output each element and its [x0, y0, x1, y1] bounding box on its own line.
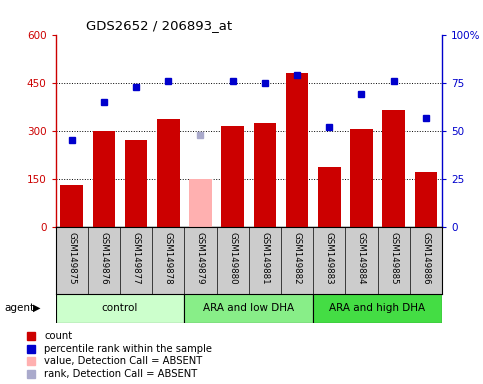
- Text: ▶: ▶: [32, 303, 40, 313]
- Text: GSM149880: GSM149880: [228, 232, 237, 285]
- Bar: [313, 294, 442, 323]
- Text: ARA and high DHA: ARA and high DHA: [329, 303, 426, 313]
- Bar: [383, 110, 405, 227]
- Text: GSM149875: GSM149875: [67, 232, 76, 285]
- Bar: [350, 129, 373, 227]
- Text: GSM149885: GSM149885: [389, 232, 398, 285]
- Bar: [286, 73, 308, 227]
- Text: GSM149876: GSM149876: [99, 232, 108, 285]
- Text: control: control: [102, 303, 138, 313]
- Bar: [318, 167, 341, 227]
- Text: GSM149877: GSM149877: [131, 232, 141, 285]
- Text: GSM149884: GSM149884: [357, 232, 366, 285]
- Bar: [254, 122, 276, 227]
- Text: GSM149879: GSM149879: [196, 232, 205, 285]
- Bar: [414, 172, 437, 227]
- Bar: [93, 131, 115, 227]
- Text: GSM149878: GSM149878: [164, 232, 173, 285]
- Text: ARA and low DHA: ARA and low DHA: [203, 303, 294, 313]
- Bar: [185, 294, 313, 323]
- Text: GSM149883: GSM149883: [325, 232, 334, 285]
- Text: agent: agent: [5, 303, 35, 313]
- Bar: [157, 119, 180, 227]
- Bar: [221, 126, 244, 227]
- Text: value, Detection Call = ABSENT: value, Detection Call = ABSENT: [44, 356, 202, 366]
- Text: GSM149882: GSM149882: [293, 232, 301, 285]
- Text: percentile rank within the sample: percentile rank within the sample: [44, 344, 212, 354]
- Bar: [189, 179, 212, 227]
- Bar: [56, 294, 185, 323]
- Text: GSM149881: GSM149881: [260, 232, 270, 285]
- Text: GSM149886: GSM149886: [421, 232, 430, 285]
- Text: count: count: [44, 331, 72, 341]
- Text: GDS2652 / 206893_at: GDS2652 / 206893_at: [86, 19, 233, 32]
- Bar: [60, 185, 83, 227]
- Bar: [125, 140, 147, 227]
- Text: rank, Detection Call = ABSENT: rank, Detection Call = ABSENT: [44, 369, 198, 379]
